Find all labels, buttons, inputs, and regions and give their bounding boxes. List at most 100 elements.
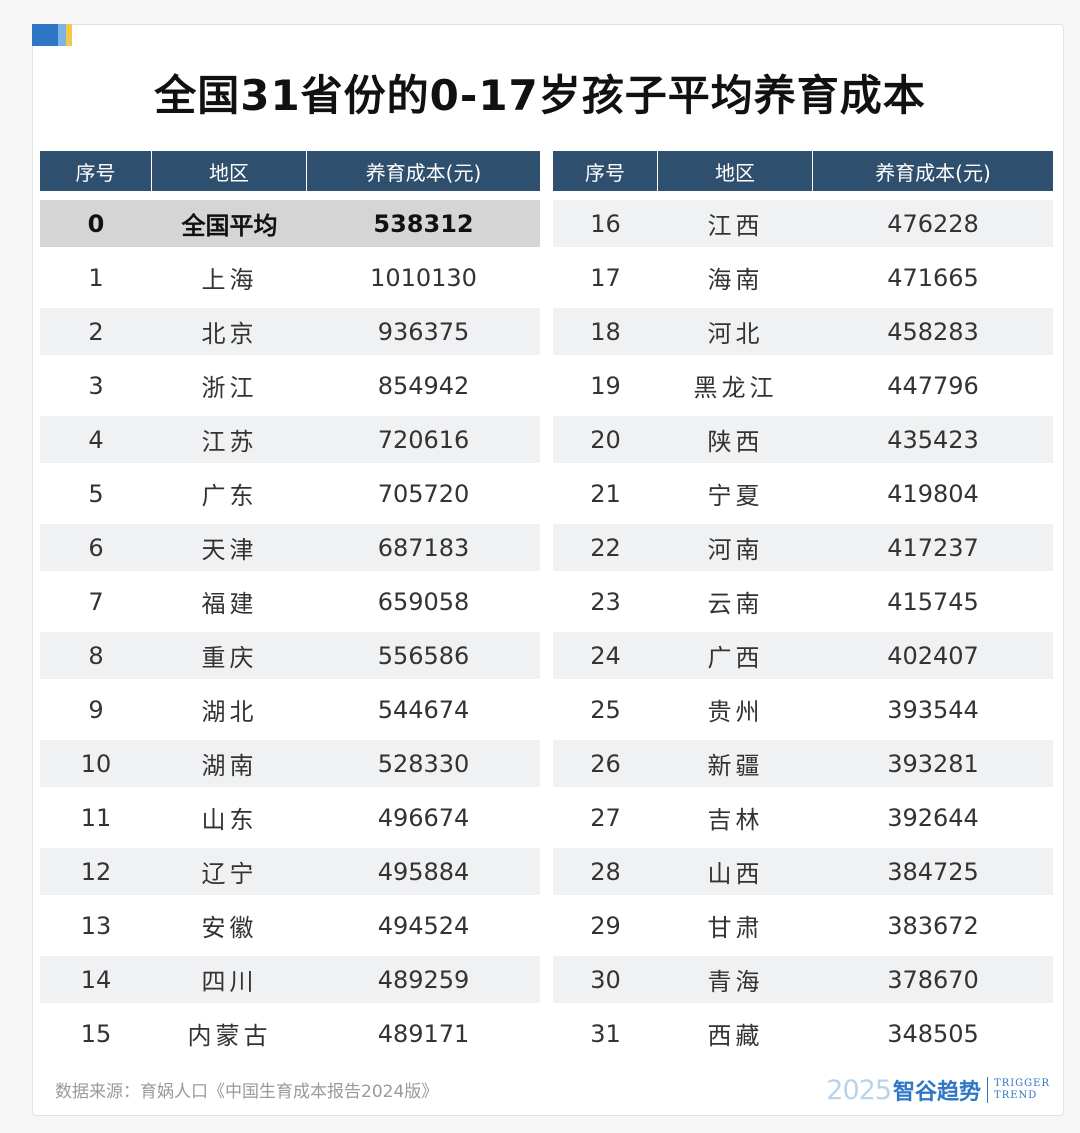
row-index: 14: [40, 956, 152, 1010]
row-region: 全国平均: [152, 200, 307, 254]
table-row: 8 重庆 556586: [40, 632, 540, 686]
row-cost: 720616: [307, 416, 540, 470]
row-region: 陕西: [658, 416, 813, 470]
header-cost: 养育成本(元): [307, 151, 540, 191]
row-index: 16: [553, 200, 658, 254]
row-region: 西藏: [658, 1010, 813, 1064]
header-cost: 养育成本(元): [813, 151, 1053, 191]
row-region: 山西: [658, 848, 813, 902]
table-row: 12 辽宁 495884: [40, 848, 540, 902]
header-region: 地区: [152, 151, 307, 191]
row-region: 河南: [658, 524, 813, 578]
row-cost: 489259: [307, 956, 540, 1010]
logo-divider: [987, 1077, 989, 1103]
row-region: 浙江: [152, 362, 307, 416]
row-cost: 854942: [307, 362, 540, 416]
cost-table-right: 序号 地区 养育成本(元) 16 江西 476228 17 海南 471665 18 河北 45…: [553, 151, 1053, 1064]
row-index: 26: [553, 740, 658, 794]
row-cost: 538312: [307, 200, 540, 254]
header-region: 地区: [658, 151, 813, 191]
table-row: 19 黑龙江 447796: [553, 362, 1053, 416]
row-cost: 393544: [813, 686, 1053, 740]
row-region: 贵州: [658, 686, 813, 740]
header-index: 序号: [40, 151, 152, 191]
row-cost: 419804: [813, 470, 1053, 524]
row-index: 20: [553, 416, 658, 470]
row-cost: 348505: [813, 1010, 1053, 1064]
row-cost: 496674: [307, 794, 540, 848]
row-index: 24: [553, 632, 658, 686]
row-region: 吉林: [658, 794, 813, 848]
table-row: 17 海南 471665: [553, 254, 1053, 308]
row-index: 4: [40, 416, 152, 470]
row-index: 31: [553, 1010, 658, 1064]
table-header-row: 序号 地区 养育成本(元): [553, 151, 1053, 191]
brand-logo: 2025 智谷趋势 TRIGGER TREND: [826, 1070, 1050, 1110]
row-index: 22: [553, 524, 658, 578]
row-region: 湖北: [152, 686, 307, 740]
table-row: 11 山东 496674: [40, 794, 540, 848]
row-cost: 544674: [307, 686, 540, 740]
table-row: 22 河南 417237: [553, 524, 1053, 578]
row-index: 3: [40, 362, 152, 416]
row-index: 11: [40, 794, 152, 848]
row-index: 25: [553, 686, 658, 740]
row-cost: 705720: [307, 470, 540, 524]
row-region: 辽宁: [152, 848, 307, 902]
row-region: 江西: [658, 200, 813, 254]
row-index: 8: [40, 632, 152, 686]
table-row: 29 甘肃 383672: [553, 902, 1053, 956]
row-region: 甘肃: [658, 902, 813, 956]
table-row: 31 西藏 348505: [553, 1010, 1053, 1064]
header-gap: [40, 191, 540, 200]
logo-name: 智谷趋势: [893, 1079, 982, 1105]
cost-table-left: 序号 地区 养育成本(元) 0 全国平均 538312 1 上海 1010130 2 北京 93…: [40, 151, 540, 1064]
row-index: 28: [553, 848, 658, 902]
table-row: 28 山西 384725: [553, 848, 1053, 902]
table-row: 26 新疆 393281: [553, 740, 1053, 794]
table-row: 14 四川 489259: [40, 956, 540, 1010]
row-cost: 393281: [813, 740, 1053, 794]
row-cost: 417237: [813, 524, 1053, 578]
row-region: 新疆: [658, 740, 813, 794]
table-row: 1 上海 1010130: [40, 254, 540, 308]
row-region: 安徽: [152, 902, 307, 956]
row-index: 19: [553, 362, 658, 416]
row-cost: 402407: [813, 632, 1053, 686]
row-region: 重庆: [152, 632, 307, 686]
table-row: 21 宁夏 419804: [553, 470, 1053, 524]
row-index: 30: [553, 956, 658, 1010]
row-cost: 471665: [813, 254, 1053, 308]
row-region: 山东: [152, 794, 307, 848]
row-index: 27: [553, 794, 658, 848]
row-cost: 476228: [813, 200, 1053, 254]
table-row: 18 河北 458283: [553, 308, 1053, 362]
header-gap: [553, 191, 1053, 200]
table-row: 23 云南 415745: [553, 578, 1053, 632]
row-region: 上海: [152, 254, 307, 308]
row-cost: 435423: [813, 416, 1053, 470]
page-title: 全国31省份的0-17岁孩子平均养育成本: [154, 71, 926, 120]
row-index: 1: [40, 254, 152, 308]
header-index: 序号: [553, 151, 658, 191]
row-index: 7: [40, 578, 152, 632]
row-cost: 489171: [307, 1010, 540, 1064]
row-index: 17: [553, 254, 658, 308]
row-region: 北京: [152, 308, 307, 362]
table-row: 7 福建 659058: [40, 578, 540, 632]
table-row: 15 内蒙古 489171: [40, 1010, 540, 1064]
row-index: 18: [553, 308, 658, 362]
row-index: 5: [40, 470, 152, 524]
national-average-row: 0 全国平均 538312: [40, 200, 540, 254]
table-row: 5 广东 705720: [40, 470, 540, 524]
row-index: 13: [40, 902, 152, 956]
row-region: 河北: [658, 308, 813, 362]
table-row: 10 湖南 528330: [40, 740, 540, 794]
table-row: 2 北京 936375: [40, 308, 540, 362]
row-cost: 447796: [813, 362, 1053, 416]
row-region: 广西: [658, 632, 813, 686]
row-cost: 378670: [813, 956, 1053, 1010]
table-row: 30 青海 378670: [553, 956, 1053, 1010]
row-index: 6: [40, 524, 152, 578]
row-index: 10: [40, 740, 152, 794]
